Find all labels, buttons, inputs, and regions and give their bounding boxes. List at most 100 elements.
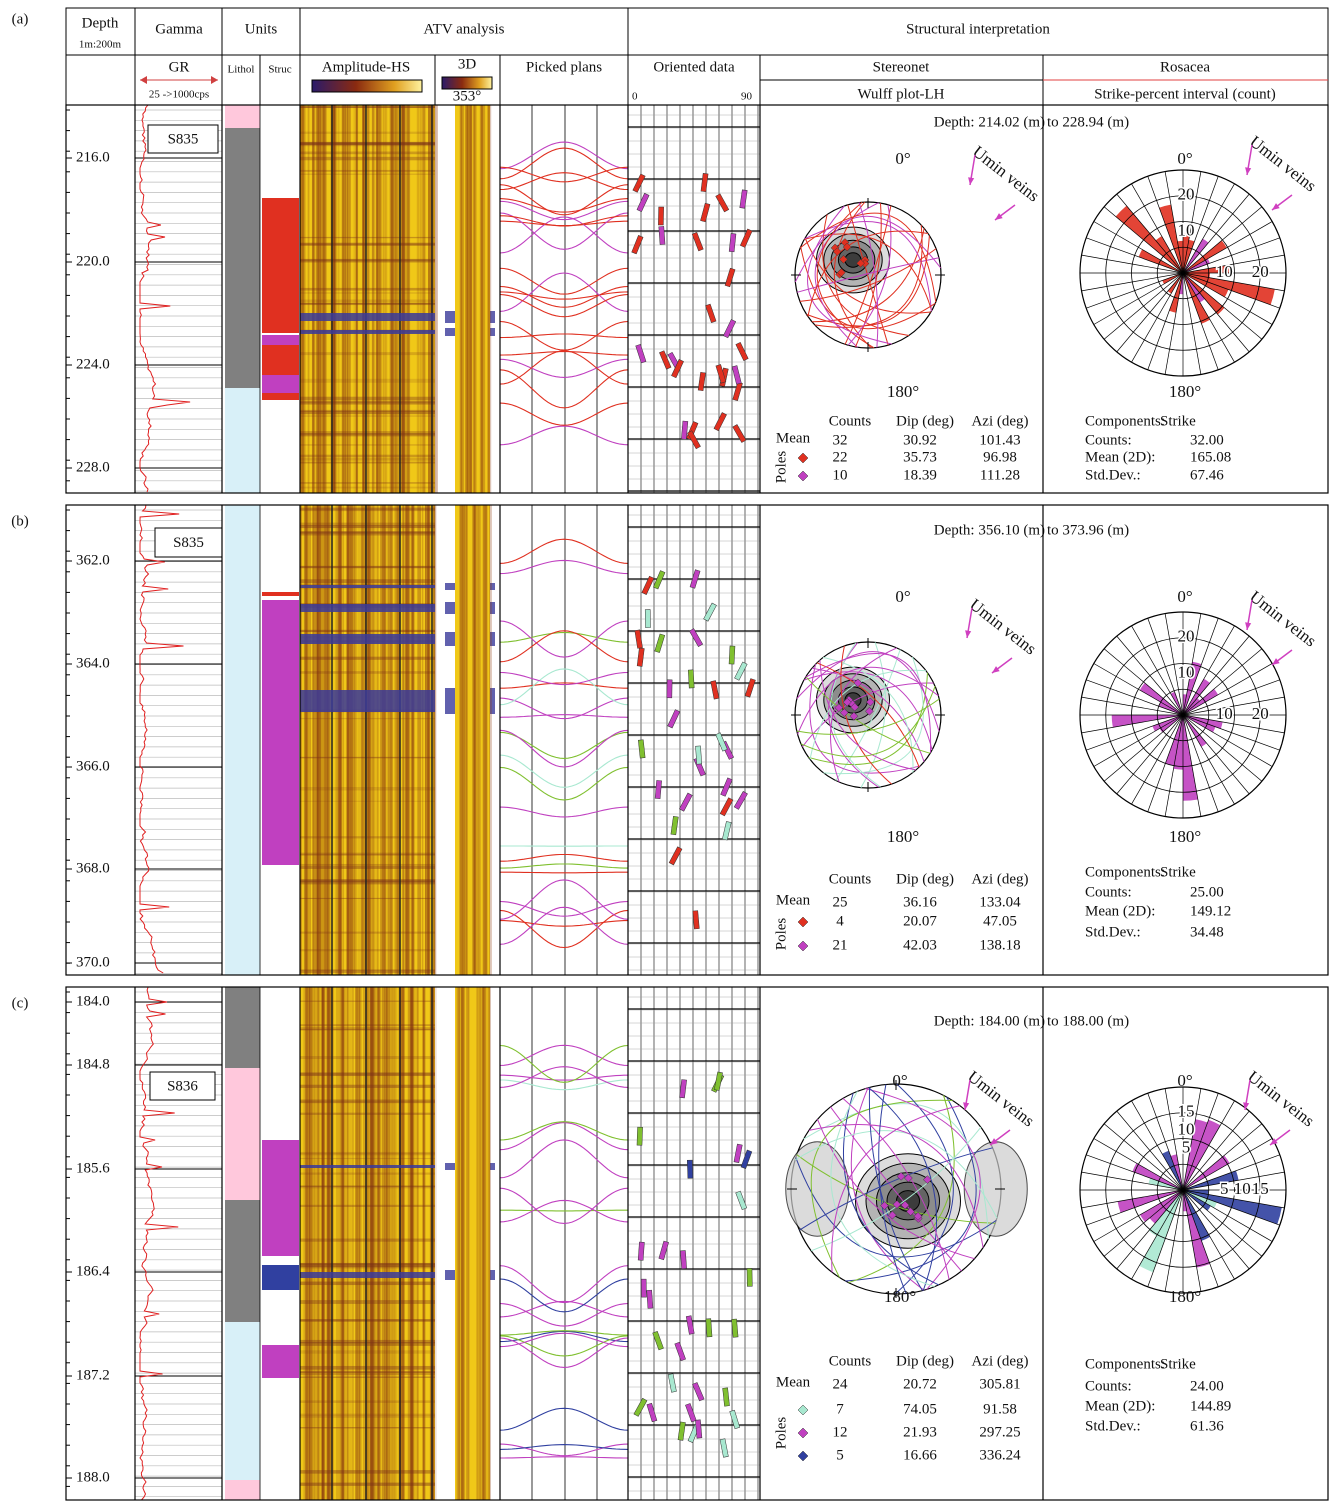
atv-streak	[300, 1263, 435, 1265]
atv-streak	[344, 987, 348, 1500]
atv-streak	[300, 1099, 435, 1103]
north-label: 0°	[1177, 587, 1192, 606]
pole	[850, 702, 860, 712]
atv-streak	[300, 1371, 435, 1375]
picked-plane	[499, 631, 629, 643]
atv-streak	[300, 105, 303, 493]
rule	[1131, 272, 1184, 363]
atv-streak	[362, 105, 366, 493]
atv-streak	[300, 152, 435, 155]
col-title: Stereonet	[873, 59, 930, 75]
rule	[1081, 1189, 1184, 1209]
picked-plane	[499, 1066, 629, 1088]
tadpole	[744, 678, 756, 698]
atv-streak	[372, 987, 374, 1500]
atv-streak	[395, 105, 398, 493]
pole-symbol	[797, 1404, 809, 1416]
rule	[1182, 272, 1263, 340]
pole-symbol	[797, 452, 809, 464]
rose-stat-value: 67.46	[1190, 467, 1224, 483]
tadpole	[670, 816, 679, 836]
stat-header: Counts	[829, 413, 872, 429]
rose-petal	[1183, 1190, 1211, 1241]
picked-plane	[500, 871, 628, 874]
rule	[1182, 714, 1285, 734]
depth-tick-label: 224.0	[76, 356, 110, 372]
rule	[1182, 237, 1280, 274]
atv-streak	[381, 987, 385, 1500]
atv-streak	[482, 105, 486, 493]
atv-streak	[467, 105, 470, 493]
tadpole	[685, 1315, 695, 1335]
depth-tick-label: 188.0	[76, 1469, 110, 1485]
rose-petal	[1183, 273, 1225, 315]
col-title: Units	[245, 21, 278, 37]
lithology-block	[225, 987, 260, 1068]
atv-streak	[484, 987, 487, 1500]
picked-plane	[499, 714, 629, 718]
picked-plane	[499, 620, 629, 658]
rule	[1182, 714, 1250, 795]
arrow-head	[968, 177, 975, 185]
atv-streak	[433, 505, 436, 975]
depth-tick-label: 364.0	[76, 655, 110, 671]
atv-streak	[300, 486, 435, 489]
col-title: 3D	[458, 56, 477, 72]
atv-streak	[332, 987, 335, 1500]
great-circle	[842, 1098, 950, 1280]
rose-tick-label: 10	[1216, 262, 1233, 281]
great-circle	[868, 1087, 923, 1291]
rule	[1182, 1189, 1219, 1287]
picked-plane	[499, 285, 629, 308]
rose-tick-label: 10	[1178, 1120, 1195, 1139]
depth-tick-label: 362.0	[76, 552, 110, 568]
atv-streak	[465, 105, 468, 493]
structure-block	[262, 198, 299, 333]
picked-plane	[500, 1330, 628, 1336]
veins-label: Umin veins	[966, 595, 1040, 659]
atv-streak	[377, 987, 381, 1500]
rule	[1182, 1189, 1285, 1209]
pole	[865, 706, 874, 716]
pole	[923, 1175, 932, 1184]
gamma-curve	[139, 986, 179, 1501]
picked-plane	[500, 863, 628, 869]
atv-streak	[303, 505, 307, 975]
rule	[1093, 714, 1184, 767]
atv-streak	[460, 987, 464, 1500]
atv-streak	[384, 987, 388, 1500]
depth-tick-label: 228.0	[76, 459, 110, 475]
lithology-block	[225, 388, 260, 493]
stat-value: 24	[833, 1376, 849, 1392]
rule	[1182, 1189, 1202, 1292]
rule	[1182, 648, 1263, 716]
panel-frame	[65, 504, 1329, 976]
rose-tick-label: 15	[1252, 1179, 1269, 1198]
tadpole	[685, 1403, 697, 1423]
rule	[1093, 663, 1184, 716]
atv-streak	[312, 505, 317, 975]
atv-band	[300, 1272, 435, 1278]
rose-stat-value: 25.00	[1190, 884, 1224, 900]
atv-streak	[300, 854, 435, 856]
atv-streak	[397, 505, 400, 975]
atv-streak	[300, 1365, 435, 1370]
atv-streak	[355, 987, 360, 1500]
atv-streak	[300, 879, 435, 882]
atv-streak	[371, 105, 375, 493]
atv-streak	[300, 401, 435, 405]
stat-header: Dip (deg)	[896, 871, 954, 887]
stat-value: 22	[833, 449, 848, 465]
rule	[1086, 714, 1184, 751]
great-circle	[844, 205, 892, 345]
arrow-head	[1245, 622, 1252, 630]
atv-streak	[469, 105, 473, 493]
picked-plane	[499, 1337, 629, 1368]
atv-streak	[422, 987, 425, 1500]
atv-streak	[396, 505, 401, 975]
rule	[1103, 272, 1184, 340]
great-circle	[809, 669, 927, 760]
atv-streak	[321, 987, 324, 1500]
stat-header: Dip (deg)	[896, 413, 954, 429]
great-circle	[847, 204, 892, 346]
